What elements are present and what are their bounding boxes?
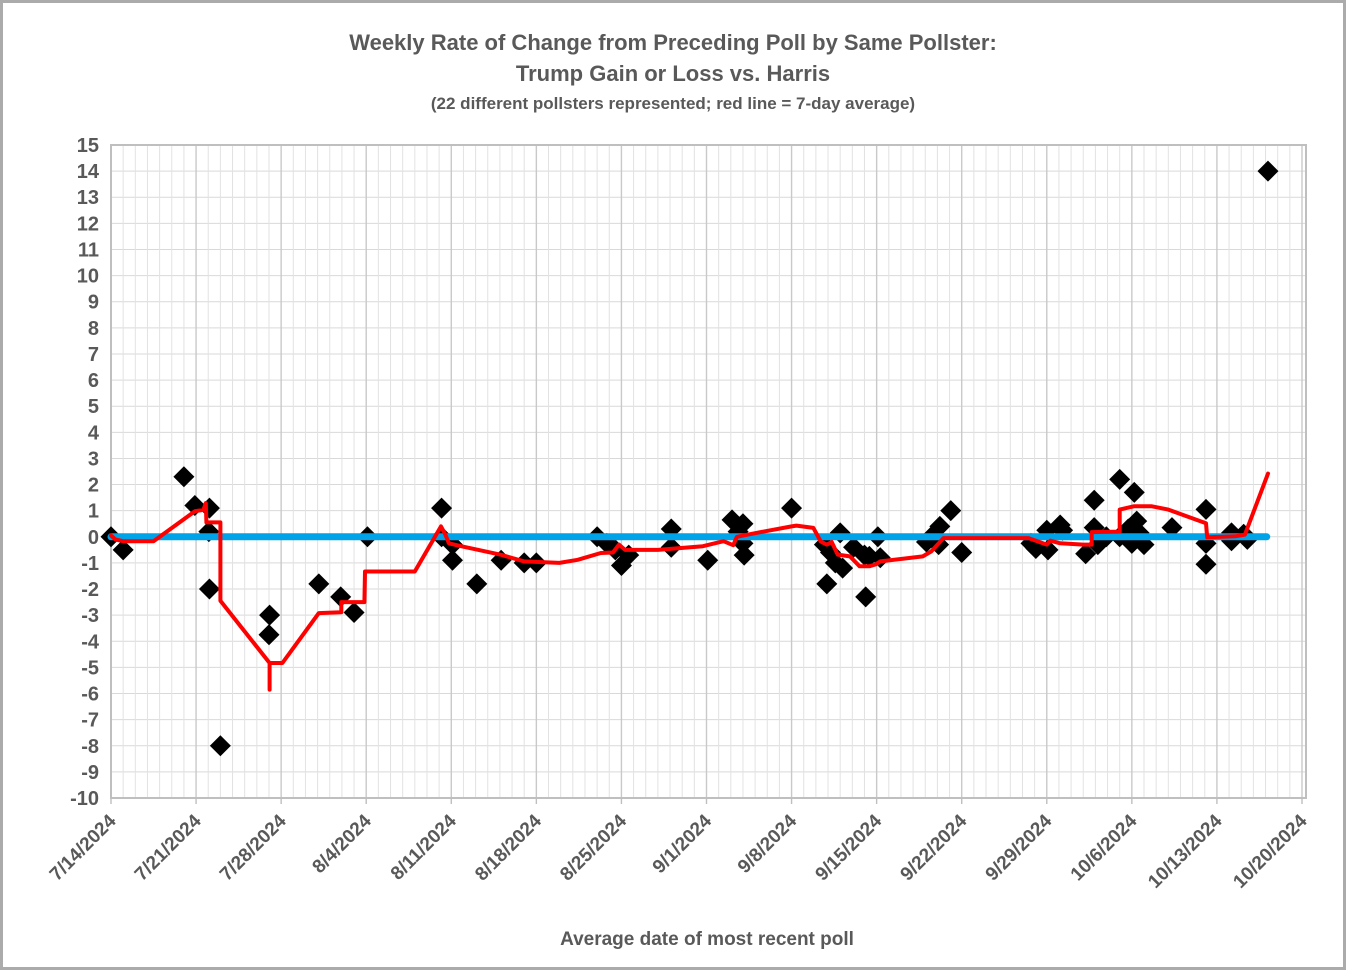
y-tick-label: -1 — [81, 553, 99, 575]
y-tick-label: -2 — [81, 579, 99, 601]
y-tick-label: 3 — [88, 448, 99, 470]
y-tick-label: 11 — [78, 239, 99, 261]
data-point-diamond — [112, 539, 134, 561]
data-point-diamond — [855, 586, 877, 608]
chart-titles: Weekly Rate of Change from Preceding Pol… — [3, 27, 1343, 117]
x-axis-title: Average date of most recent poll — [560, 929, 854, 950]
x-tick-label: 9/29/2024 — [982, 810, 1057, 885]
y-tick-label: 6 — [88, 370, 99, 392]
y-tick-label: -6 — [81, 684, 99, 706]
data-point-diamond — [732, 513, 754, 535]
x-tick-label: 9/8/2024 — [734, 810, 801, 877]
data-point-diamond — [173, 466, 195, 488]
data-point-diamond — [1257, 160, 1279, 182]
y-tick-label: 12 — [77, 213, 99, 235]
y-tick-label: -5 — [81, 657, 99, 679]
data-point-diamond — [733, 544, 755, 566]
y-tick-label: 7 — [88, 344, 99, 366]
x-tick-label: 9/15/2024 — [812, 810, 887, 885]
y-tick-label: -4 — [81, 631, 100, 653]
y-tick-label: 4 — [88, 422, 100, 444]
data-point-diamond — [209, 735, 231, 757]
y-tick-label: 2 — [88, 475, 99, 497]
y-tick-label: -8 — [81, 736, 99, 758]
y-tick-label: -3 — [81, 605, 99, 627]
y-tick-label: -9 — [81, 762, 99, 784]
y-tick-label: 5 — [88, 396, 99, 418]
data-point-diamond — [697, 549, 719, 571]
plot-border — [110, 144, 1307, 799]
x-tick-label: 10/6/2024 — [1067, 810, 1142, 885]
data-point-diamond — [1075, 543, 1097, 565]
data-point-diamond — [198, 578, 220, 600]
data-point-diamond — [1195, 553, 1217, 575]
x-tick-label: 9/1/2024 — [649, 810, 716, 877]
data-point-diamond — [431, 497, 453, 519]
y-tick-label: 13 — [77, 187, 99, 209]
x-tick-label: 7/14/2024 — [46, 810, 121, 885]
data-point-diamond — [1083, 489, 1105, 511]
data-point-diamond — [441, 549, 463, 571]
y-tick-label: 15 — [77, 135, 99, 157]
data-point-diamond — [951, 541, 973, 563]
x-tick-label: 8/18/2024 — [471, 810, 546, 885]
data-point-diamond — [1195, 498, 1217, 520]
x-tick-label: 10/20/2024 — [1229, 810, 1311, 892]
y-tick-label: 0 — [88, 527, 99, 549]
chart-subtitle: (22 different pollsters represented; red… — [430, 94, 916, 113]
chart-title-line2: Trump Gain or Loss vs. Harris — [515, 61, 831, 86]
data-point-diamond — [781, 497, 803, 519]
data-point-diamond — [940, 500, 962, 522]
y-tick-label: 9 — [88, 292, 99, 314]
data-point-diamond — [1109, 468, 1131, 490]
data-point-diamond — [1161, 517, 1183, 539]
y-tick-label: 10 — [77, 266, 99, 288]
data-point-diamond — [258, 624, 280, 646]
x-tick-label: 7/28/2024 — [216, 810, 291, 885]
y-tick-label: -10 — [70, 788, 99, 810]
x-tick-label: 10/13/2024 — [1144, 810, 1226, 892]
data-point-diamond — [1123, 481, 1145, 503]
y-tick-label: 14 — [77, 161, 100, 183]
x-tick-label: 9/22/2024 — [897, 810, 972, 885]
x-tick-label: 8/4/2024 — [309, 810, 376, 877]
y-tick-label: 8 — [88, 318, 99, 340]
data-point-diamond — [259, 604, 281, 626]
data-point-diamond — [343, 602, 365, 624]
plot-area: 1514131211109876543210-1-2-3-4-5-6-7-8-9… — [46, 135, 1312, 893]
avg-line — [109, 471, 1270, 692]
y-tick-label: 1 — [88, 501, 99, 523]
data-point-diamond — [466, 573, 488, 595]
data-point-diamond — [832, 557, 854, 579]
chart-title-line1: Weekly Rate of Change from Preceding Pol… — [349, 30, 997, 55]
x-tick-label: 8/11/2024 — [387, 810, 461, 884]
x-tick-label: 7/21/2024 — [131, 810, 206, 885]
data-point-diamond — [816, 573, 838, 595]
data-point-diamond — [308, 573, 330, 595]
y-tick-label: -7 — [81, 710, 99, 732]
x-tick-label: 8/25/2024 — [556, 810, 631, 885]
data-point-diamond — [929, 515, 951, 537]
